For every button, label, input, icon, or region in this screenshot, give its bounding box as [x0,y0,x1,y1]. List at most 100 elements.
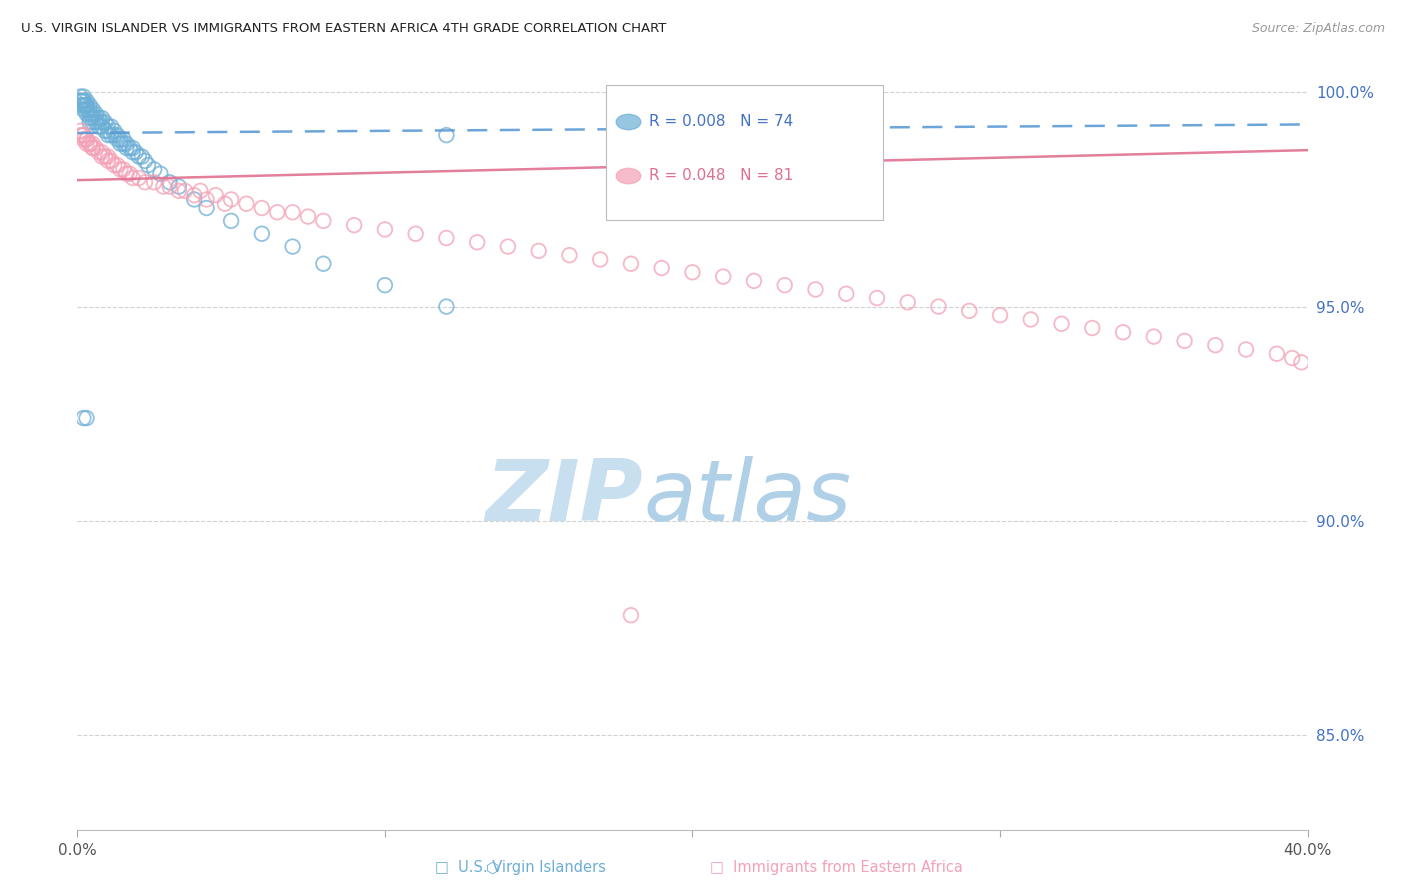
Point [115,136,138,151]
Point [131,150,153,164]
Point [897,295,920,310]
Point [82,103,104,117]
Point [152,179,174,194]
Point [72,98,94,112]
Point [159,175,181,189]
Point [94,124,117,138]
Point [69,128,91,142]
Point [105,128,128,142]
Point [90,120,114,134]
Point [496,239,519,253]
Point [281,205,304,219]
Point [76,136,98,151]
Point [72,94,94,108]
Point [87,115,110,129]
Text: Source: ZipAtlas.com: Source: ZipAtlas.com [1251,22,1385,36]
Point [214,196,236,211]
Point [76,98,98,112]
Point [773,278,796,293]
Point [125,145,148,160]
Point [219,214,242,228]
Text: atlas: atlas [644,457,851,540]
Point [110,162,132,177]
Point [436,300,458,314]
Point [100,153,122,168]
Point [866,291,889,305]
Point [87,120,110,134]
Point [128,171,150,186]
Point [121,141,143,155]
Text: R = 0.008   N = 74: R = 0.008 N = 74 [650,114,793,128]
Point [136,158,159,172]
Point [682,265,704,279]
Point [105,158,128,172]
Point [72,411,94,425]
Point [69,89,91,103]
Point [620,608,643,623]
Point [1081,321,1104,335]
Point [82,111,104,125]
Point [651,260,673,275]
Point [79,136,101,151]
Point [115,167,138,181]
Point [90,150,114,164]
Point [928,300,950,314]
Point [219,193,242,207]
Point [82,136,104,151]
Point [69,94,91,108]
Point [84,106,107,120]
Point [195,201,218,215]
Point [97,153,120,168]
Point [97,128,120,142]
Point [69,98,91,112]
Circle shape [616,114,641,129]
Point [69,124,91,138]
Point [76,132,98,146]
Point [143,175,166,189]
Point [87,111,110,125]
Point [988,308,1011,322]
Point [90,115,114,129]
Point [1291,355,1313,369]
Point [167,179,190,194]
Point [112,132,135,146]
Point [405,227,427,241]
Point [465,235,488,250]
Point [1019,312,1042,326]
Point [1234,343,1257,357]
Point [183,193,205,207]
Point [79,115,101,129]
Point [1281,351,1303,365]
Point [87,145,110,160]
Point [134,153,156,168]
Point [94,150,117,164]
Point [76,106,98,120]
Point [103,158,125,172]
Point [79,106,101,120]
Point [121,171,143,186]
Point [134,175,156,189]
Point [76,103,98,117]
Point [118,141,141,155]
Text: R = 0.048   N = 81: R = 0.048 N = 81 [650,168,793,183]
Point [79,136,101,151]
Point [110,132,132,146]
Point [343,218,366,232]
Point [1143,329,1166,343]
Point [742,274,765,288]
Point [118,167,141,181]
Point [79,98,101,112]
Point [76,94,98,108]
Point [1204,338,1226,352]
FancyBboxPatch shape [606,85,883,220]
Point [957,304,980,318]
Point [115,141,138,155]
Point [79,103,101,117]
Point [72,132,94,146]
Point [183,188,205,202]
Point [100,128,122,142]
Text: □  Immigrants from Eastern Africa: □ Immigrants from Eastern Africa [710,861,963,875]
Point [374,278,396,293]
Point [204,188,226,202]
Point [281,239,304,253]
